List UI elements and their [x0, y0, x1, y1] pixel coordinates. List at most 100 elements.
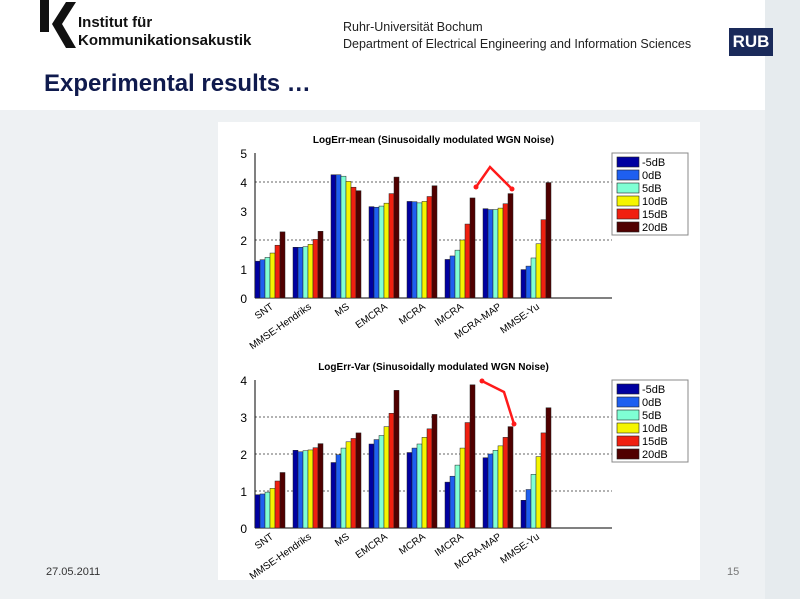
bar-MS-10dB [345, 181, 352, 299]
bar-IMCRA-0dB [449, 255, 456, 299]
y-tick-label: 5 [240, 147, 247, 161]
bar-MMSE-Hendriks-5dB [302, 450, 309, 529]
bar-MS-20dB [355, 432, 362, 529]
bar-MS--5dB [330, 174, 337, 299]
bar-MCRA-10dB [421, 437, 428, 529]
bar-IMCRA-0dB [449, 475, 456, 529]
bar-MMSE-Yu-15dB [540, 432, 547, 529]
bar-MMSE-Yu-5dB [530, 474, 537, 529]
bar-MCRA-MAP-20dB [507, 426, 514, 529]
institute-name-line2: Kommunikationsakustik [78, 32, 252, 49]
bar-SNT-15dB [274, 480, 281, 529]
legend-label: 0dB [642, 397, 662, 409]
legend-swatch [616, 448, 640, 460]
bar-MCRA-0dB [411, 201, 418, 299]
legend-label: 5dB [642, 183, 662, 195]
legend-label: 0dB [642, 170, 662, 182]
legend-swatch [616, 409, 640, 421]
legend-swatch [616, 156, 640, 168]
legend-label: 10dB [642, 196, 668, 208]
bar-IMCRA-20dB [469, 384, 476, 529]
bar-MS--5dB [330, 462, 337, 529]
bar-MMSE-Yu--5dB [520, 269, 527, 299]
bar-MCRA-MAP-15dB [502, 437, 509, 529]
bar-SNT-20dB [279, 231, 286, 299]
bar-MS-15dB [350, 186, 357, 299]
bar-MMSE-Yu-10dB [535, 243, 542, 299]
x-tick-label: IMCRA [433, 531, 466, 559]
bar-MCRA-MAP-0dB [487, 453, 494, 529]
bar-MCRA-5dB [416, 202, 423, 299]
bar-MMSE-Yu-0dB [525, 489, 532, 529]
bar-EMCRA-0dB [373, 439, 380, 529]
chart-title: LogErr-Var (Sinusoidally modulated WGN N… [318, 362, 549, 373]
bar-MMSE-Yu-0dB [525, 265, 532, 299]
bar-EMCRA-5dB [378, 205, 385, 299]
chart-1: LogErr-mean (Sinusoidally modulated WGN … [240, 135, 689, 352]
slide-date: 27.05.2011 [46, 566, 101, 578]
x-tick-label: IMCRA [433, 301, 466, 329]
y-tick-label: 4 [240, 176, 247, 190]
bar-MS-5dB [340, 447, 347, 529]
bar-MCRA-MAP-15dB [502, 203, 509, 299]
legend-label: 15dB [642, 209, 668, 221]
bar-MS-0dB [335, 454, 342, 529]
bar-EMCRA-20dB [393, 176, 400, 299]
bar-MMSE-Yu-20dB [545, 407, 552, 529]
bar-MCRA-15dB [426, 196, 433, 299]
institute-name-line1: Institut für [78, 14, 153, 31]
bar-EMCRA-10dB [383, 426, 390, 529]
legend-swatch [616, 195, 640, 207]
bar-SNT-20dB [279, 472, 286, 529]
x-tick-label: MMSE-Yu [499, 301, 542, 336]
bar-IMCRA--5dB [444, 481, 451, 529]
chart-title: LogErr-mean (Sinusoidally modulated WGN … [313, 135, 554, 146]
x-tick-label: MCRA [397, 531, 428, 557]
rub-logo: RUB [729, 28, 773, 56]
bar-MMSE-Hendriks-0dB [297, 451, 304, 529]
bar-IMCRA-10dB [459, 239, 466, 299]
y-tick-label: 0 [240, 522, 247, 536]
bar-SNT-0dB [259, 259, 266, 299]
legend-label: 20dB [642, 222, 668, 234]
y-tick-label: 1 [240, 263, 247, 277]
bar-SNT-0dB [259, 493, 266, 529]
arrowhead [473, 184, 479, 190]
bar-MCRA-5dB [416, 443, 423, 529]
arrow-icon [474, 165, 513, 190]
bar-EMCRA-15dB [388, 413, 395, 529]
legend-swatch [616, 435, 640, 447]
university-name: Ruhr-Universität Bochum [343, 20, 483, 34]
legend-swatch [616, 422, 640, 434]
bar-EMCRA-15dB [388, 193, 395, 299]
y-tick-label: 3 [240, 205, 247, 219]
legend-label: 20dB [642, 449, 668, 461]
arrow-icon [481, 379, 516, 425]
side-strip [765, 0, 800, 599]
x-tick-label: MS [333, 301, 352, 319]
annotation-arrows [473, 165, 517, 427]
bar-MMSE-Hendriks-20dB [317, 231, 324, 299]
bar-MCRA-MAP-5dB [492, 450, 499, 529]
legend-label: 10dB [642, 423, 668, 435]
legend-swatch [616, 208, 640, 220]
bar-MCRA-0dB [411, 447, 418, 529]
bar-EMCRA-0dB [373, 206, 380, 299]
bar-MCRA-MAP-10dB [497, 207, 504, 299]
bar-MMSE-Yu-5dB [530, 257, 537, 299]
bar-MCRA-20dB [431, 185, 438, 299]
bar-IMCRA-20dB [469, 197, 476, 299]
legend-swatch [616, 396, 640, 408]
bar-EMCRA-5dB [378, 435, 385, 529]
slide-title: Experimental results … [44, 70, 311, 97]
bar-SNT-10dB [269, 252, 276, 299]
x-tick-label: MCRA [397, 301, 428, 327]
legend-swatch [616, 383, 640, 395]
bar-SNT-5dB [264, 257, 271, 299]
bar-MMSE-Hendriks-15dB [312, 447, 319, 529]
bar-MMSE-Hendriks--5dB [292, 247, 299, 299]
legend-swatch [616, 182, 640, 194]
bar-MCRA--5dB [406, 201, 413, 299]
bar-IMCRA-15dB [464, 223, 471, 299]
